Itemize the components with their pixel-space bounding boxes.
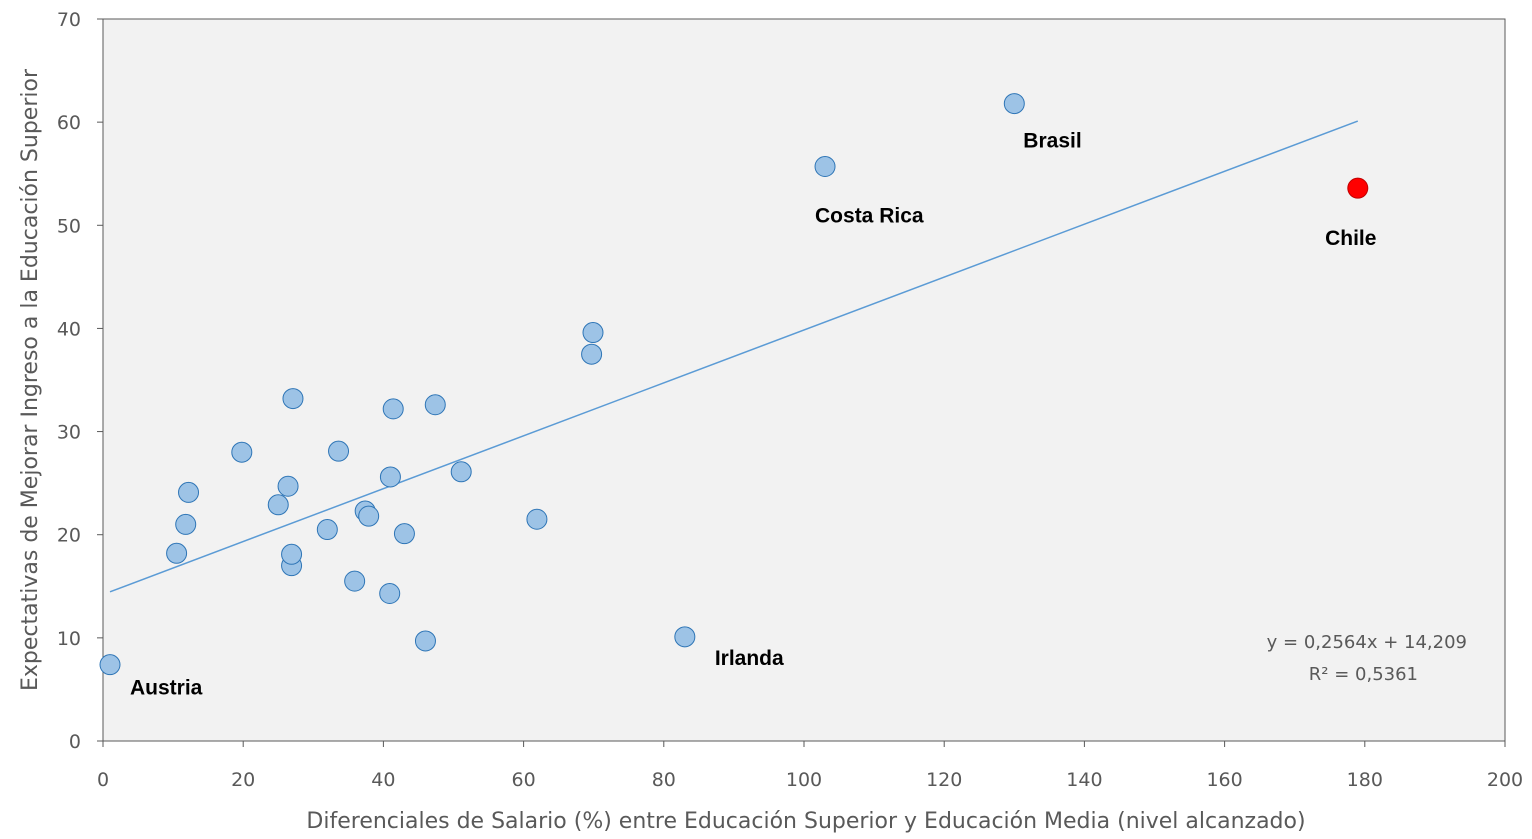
data-point-highlight [1348,178,1368,198]
data-point [394,524,414,544]
y-tick-label: 50 [57,215,81,237]
data-point [815,156,835,176]
y-axis-ticks: 0 10 20 30 40 50 60 70 [57,9,103,753]
data-point [278,476,298,496]
y-tick-label: 60 [57,112,81,134]
data-point [380,584,400,604]
data-point [100,655,120,675]
data-point [527,509,547,529]
data-point [675,627,695,647]
data-point [383,399,403,419]
data-point [1004,94,1024,114]
country-label-irlanda: Irlanda [715,647,784,670]
data-point [317,520,337,540]
data-point [176,514,196,534]
y-tick-label: 0 [69,731,81,753]
data-point [451,462,471,482]
data-point [179,482,199,502]
x-tick-label: 100 [786,769,822,791]
x-tick-label: 60 [512,769,536,791]
data-point [359,506,379,526]
country-label-brasil: Brasil [1023,130,1081,153]
data-point [380,467,400,487]
x-tick-label: 80 [652,769,676,791]
x-tick-label: 200 [1487,769,1523,791]
x-axis-ticks: 0 20 40 60 80 100 120 140 160 180 200 [97,741,1523,791]
data-point [345,571,365,591]
x-tick-label: 120 [926,769,962,791]
data-point [582,344,602,364]
data-point [329,441,349,461]
x-tick-label: 160 [1206,769,1242,791]
y-tick-label: 10 [57,628,81,650]
x-tick-label: 180 [1347,769,1383,791]
country-label-chile: Chile [1325,227,1376,250]
data-point [268,495,288,515]
x-tick-label: 140 [1066,769,1102,791]
y-tick-label: 40 [57,318,81,340]
data-point [583,323,603,343]
trendline-equation: y = 0,2564x + 14,209 [1267,632,1467,653]
y-tick-label: 20 [57,525,81,547]
country-label-costa-rica: Costa Rica [815,204,924,227]
y-tick-label: 70 [57,9,81,31]
y-tick-label: 30 [57,422,81,444]
x-axis-title: Diferenciales de Salario (%) entre Educa… [306,809,1305,834]
data-point [415,631,435,651]
x-tick-label: 40 [371,769,395,791]
y-axis-title: Expectativas de Mejorar Ingreso a la Edu… [18,68,43,691]
country-label-austria: Austria [130,677,203,700]
x-tick-label: 20 [231,769,255,791]
data-point [282,544,302,564]
data-point [425,395,445,415]
data-point [167,543,187,563]
trendline-r-squared: R² = 0,5361 [1309,664,1418,685]
data-point [232,442,252,462]
x-tick-label: 0 [97,769,109,791]
data-point [283,389,303,409]
